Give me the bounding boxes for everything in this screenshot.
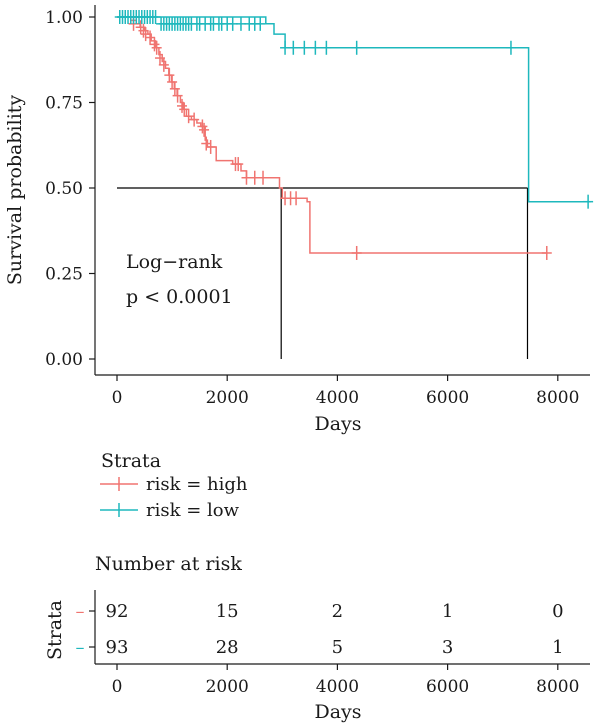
risk-count: 93 — [106, 637, 129, 658]
x-axis-ticks: 0 2000 4000 6000 8000 — [112, 375, 579, 408]
x-axis-title: Days — [314, 413, 361, 435]
y-tick-label: 0.75 — [45, 94, 83, 114]
km-gridless-area — [114, 10, 594, 359]
legend-label-high: risk = high — [146, 474, 248, 495]
y-tick-label: 0.25 — [45, 265, 83, 285]
risk-x-tick-label: 0 — [112, 677, 123, 697]
y-tick-label: 0.50 — [45, 179, 83, 199]
survival-curve-low — [117, 16, 591, 203]
risk-count: 15 — [216, 601, 239, 622]
risk-count: 28 — [216, 637, 239, 658]
risk-x-tick-label: 8000 — [536, 677, 579, 697]
risk-count: 1 — [552, 637, 563, 658]
risk-x-tick-label: 4000 — [316, 677, 359, 697]
x-tick-label: 6000 — [426, 388, 469, 408]
risk-count: 92 — [106, 601, 129, 622]
y-tick-label: 0.00 — [45, 350, 83, 370]
risk-table: Number at risk Strata – – 92 15 2 1 0 93 28 5 3 1… — [44, 553, 590, 723]
legend-title: Strata — [101, 450, 161, 472]
legend-entry-high: risk = high — [100, 474, 248, 495]
risk-table-x-title: Days — [314, 701, 361, 723]
risk-table-y-title: Strata — [44, 600, 66, 660]
legend-entry-low: risk = low — [100, 500, 240, 521]
risk-row-symbol-low: – — [76, 637, 85, 658]
x-tick-label: 0 — [112, 388, 123, 408]
legend: Strata risk = high risk = low — [100, 450, 248, 521]
risk-x-tick-label: 2000 — [206, 677, 249, 697]
risk-table-x-ticks: 0 2000 4000 6000 8000 — [112, 664, 579, 697]
median-lines — [117, 187, 529, 359]
risk-count: 1 — [442, 601, 453, 622]
logrank-label: Log−rank — [126, 251, 223, 273]
y-axis-title: Survival probability — [4, 95, 26, 286]
risk-x-tick-label: 6000 — [426, 677, 469, 697]
y-tick-label: 1.00 — [45, 8, 83, 28]
survival-curve-high — [117, 16, 547, 254]
risk-count: 3 — [442, 637, 453, 658]
risk-row-symbol-high: – — [76, 601, 85, 622]
km-plot: 0.00 0.25 0.50 0.75 1.00 0 2000 4000 6000 8000 S… — [4, 5, 594, 435]
risk-table-title: Number at risk — [95, 553, 242, 575]
risk-table-counts: 92 15 2 1 0 93 28 5 3 1 — [106, 601, 564, 658]
x-tick-label: 2000 — [206, 388, 249, 408]
p-value-label: p < 0.0001 — [126, 286, 233, 308]
legend-label-low: risk = low — [146, 500, 240, 521]
risk-count: 5 — [332, 637, 343, 658]
risk-count: 0 — [552, 601, 563, 622]
x-tick-label: 4000 — [316, 388, 359, 408]
y-axis-ticks: 0.00 0.25 0.50 0.75 1.00 — [45, 8, 95, 370]
risk-count: 2 — [332, 601, 343, 622]
x-tick-label: 8000 — [536, 388, 579, 408]
survival-curves — [114, 10, 594, 260]
